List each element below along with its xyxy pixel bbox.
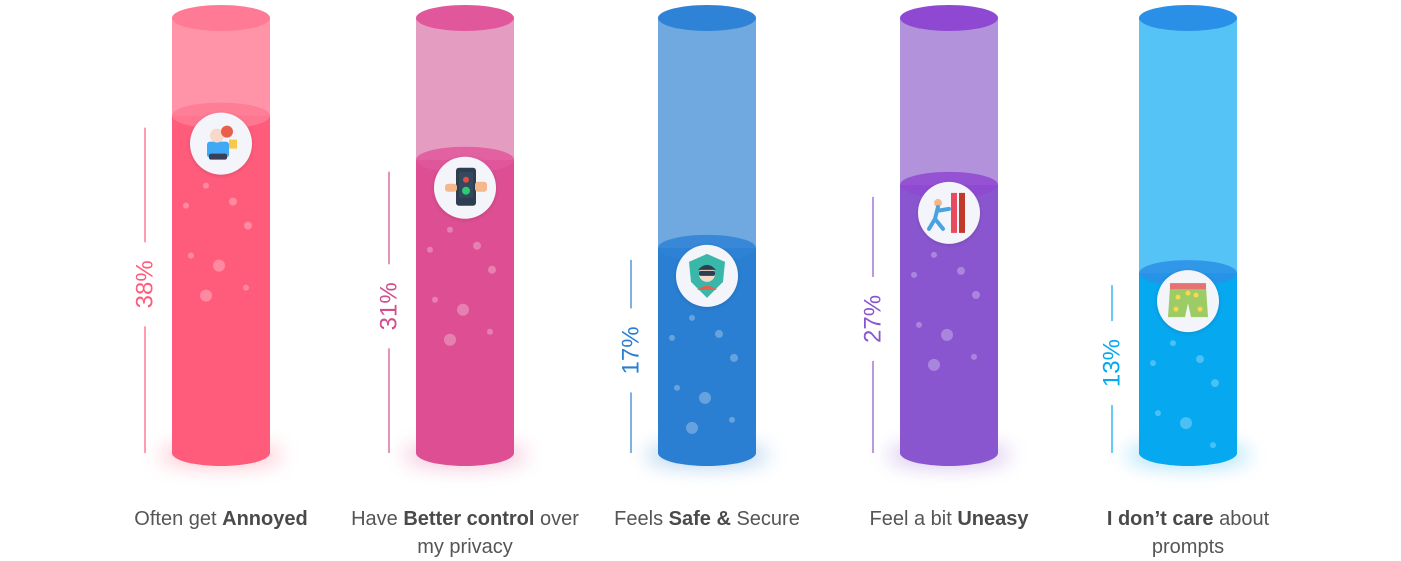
bubble	[200, 289, 212, 302]
bubble	[971, 353, 977, 360]
uneasy-person-icon	[918, 181, 980, 244]
bubble	[729, 416, 735, 423]
bubble	[457, 303, 469, 316]
tube-bottom	[900, 440, 998, 466]
bubble	[1210, 442, 1216, 449]
icon-glyph	[1168, 283, 1208, 318]
phone-control-icon	[434, 156, 496, 219]
bubble	[487, 328, 493, 335]
bubble	[243, 284, 249, 291]
tube-top	[416, 5, 514, 31]
bar-5: 13%	[1099, 5, 1250, 467]
annoyed-person-icon	[190, 112, 252, 175]
bubble	[447, 226, 453, 233]
tube-body	[172, 18, 270, 116]
bubble	[730, 353, 738, 362]
tube-top	[658, 5, 756, 31]
bubble	[473, 241, 481, 250]
tube-top	[900, 5, 998, 31]
bubble	[203, 182, 209, 189]
category-label: I don’t care about prompts	[1106, 508, 1270, 558]
bubble	[916, 321, 922, 328]
bubble	[213, 259, 225, 272]
icon-glyph	[445, 167, 487, 206]
bubble	[188, 252, 194, 259]
tube-bottom	[416, 440, 514, 466]
bar-3: 17%	[618, 5, 769, 467]
bubble	[699, 391, 711, 404]
bubble	[229, 197, 237, 206]
tube-bottom	[172, 440, 270, 466]
bubble	[689, 314, 695, 321]
bubble	[931, 251, 937, 258]
bubble	[972, 290, 980, 299]
bubble	[669, 334, 675, 341]
value-label: 27%	[860, 295, 887, 343]
shorts-icon	[1157, 270, 1219, 333]
icon-badge	[918, 181, 980, 244]
bubble	[432, 296, 438, 303]
bar-4: 27%	[860, 5, 1011, 467]
icon-glyph	[207, 125, 237, 160]
bubble	[674, 384, 680, 391]
tube-body	[1139, 18, 1237, 274]
bubble	[444, 333, 456, 346]
tube-body	[658, 18, 756, 248]
bubble	[1155, 410, 1161, 417]
tube-top	[172, 5, 270, 31]
category-label: Have Better control over my privacy	[351, 508, 579, 558]
tube-body	[416, 18, 514, 160]
value-label: 17%	[618, 326, 645, 374]
bar-2: 31%	[376, 5, 527, 467]
bubble	[941, 328, 953, 341]
tube-top	[1139, 5, 1237, 31]
tube-bottom	[658, 440, 756, 466]
bubble	[183, 202, 189, 209]
icon-glyph	[927, 192, 965, 233]
tube-body	[900, 18, 998, 185]
bubble	[928, 358, 940, 371]
bubble	[488, 265, 496, 274]
icon-glyph	[689, 253, 725, 298]
bubble	[244, 221, 252, 230]
bubble	[686, 421, 698, 434]
value-label: 31%	[376, 282, 403, 330]
bubble	[911, 271, 917, 278]
category-label: Feel a bit Uneasy	[869, 508, 1029, 530]
category-label: Often get Annoyed	[134, 508, 308, 530]
tube-bottom	[1139, 440, 1237, 466]
bubble	[1180, 417, 1192, 430]
category-label: Feels Safe & Secure	[614, 508, 800, 530]
bubble	[1150, 360, 1156, 367]
shield-security-icon	[676, 244, 738, 307]
bubble	[1170, 340, 1176, 347]
bubble	[427, 246, 433, 253]
value-label: 38%	[132, 260, 159, 308]
bubble	[1196, 355, 1204, 364]
bubble	[1211, 379, 1219, 388]
bar-1: 38%	[132, 5, 283, 467]
bubble	[957, 266, 965, 275]
value-label: 13%	[1099, 339, 1126, 387]
bubble	[715, 329, 723, 338]
